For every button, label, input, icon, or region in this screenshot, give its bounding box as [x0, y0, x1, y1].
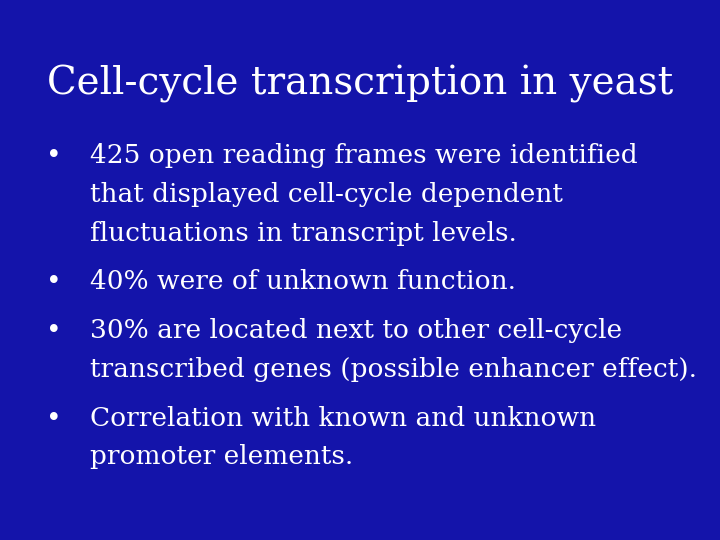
Text: that displayed cell-cycle dependent: that displayed cell-cycle dependent [90, 182, 563, 207]
Text: •: • [46, 406, 62, 430]
Text: •: • [46, 269, 62, 294]
Text: promoter elements.: promoter elements. [90, 444, 354, 469]
Text: transcribed genes (possible enhancer effect).: transcribed genes (possible enhancer eff… [90, 357, 697, 382]
Text: Correlation with known and unknown: Correlation with known and unknown [90, 406, 596, 430]
Text: •: • [46, 318, 62, 343]
Text: fluctuations in transcript levels.: fluctuations in transcript levels. [90, 221, 517, 246]
Text: •: • [46, 143, 62, 168]
Text: 425 open reading frames were identified: 425 open reading frames were identified [90, 143, 638, 168]
Text: 30% are located next to other cell-cycle: 30% are located next to other cell-cycle [90, 318, 622, 343]
Text: Cell-cycle transcription in yeast: Cell-cycle transcription in yeast [47, 65, 673, 103]
Text: 40% were of unknown function.: 40% were of unknown function. [90, 269, 516, 294]
